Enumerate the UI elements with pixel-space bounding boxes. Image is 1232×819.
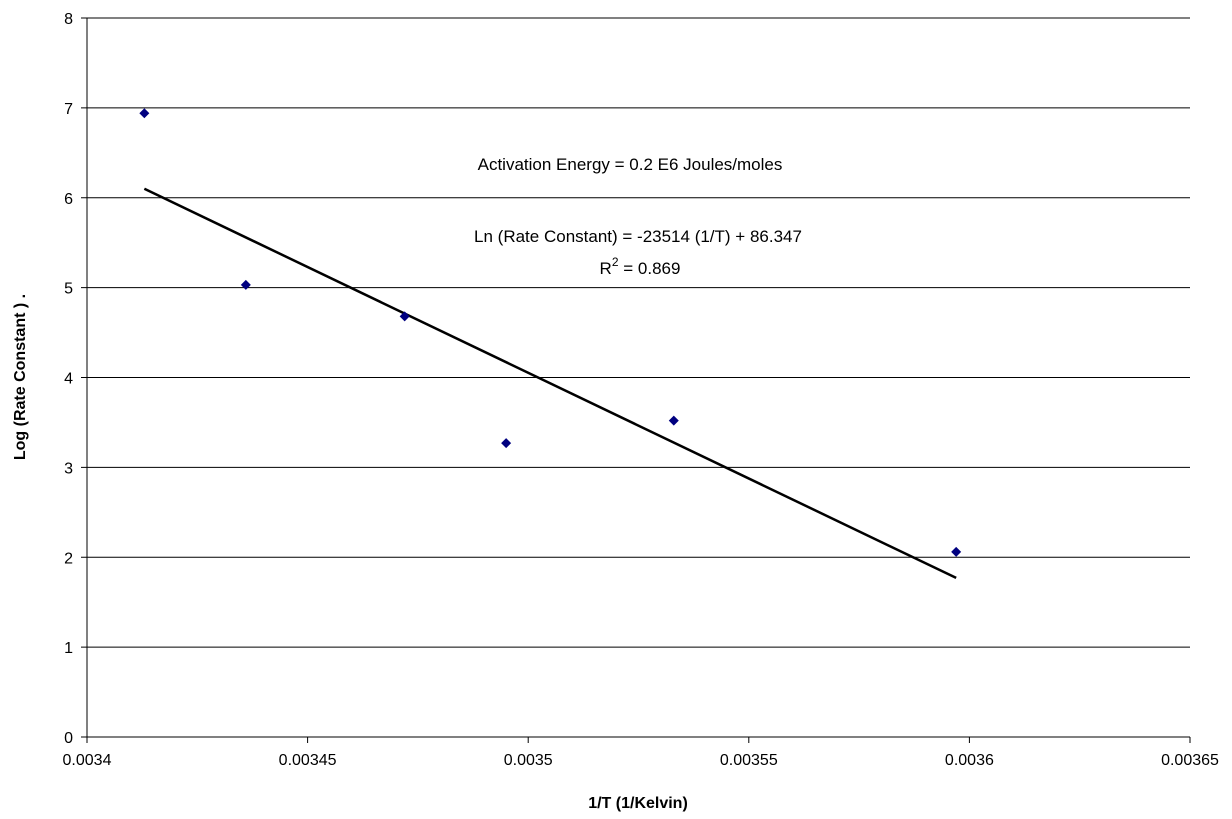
x-axis-ticks: 0.0034 0.00345 0.0035 0.00355 0.0036 0.00365: [63, 737, 1219, 769]
y-tick-label: 8: [64, 11, 73, 28]
y-axis-title: Log (Rate Constant ) .: [12, 294, 29, 460]
y-tick-label: 2: [64, 550, 73, 567]
x-tick-label: 0.0036: [945, 752, 994, 769]
trendline: [143, 187, 957, 580]
trendline-equation: Ln (Rate Constant) = -23514 (1/T) + 86.3…: [474, 227, 802, 246]
x-tick-label: 0.00345: [279, 752, 337, 769]
x-tick-label: 0.0035: [504, 752, 553, 769]
data-point: [951, 546, 962, 557]
y-tick-label: 6: [64, 191, 73, 208]
x-tick-label: 0.00365: [1161, 752, 1219, 769]
y-tick-label: 7: [64, 101, 73, 118]
data-point: [240, 279, 251, 290]
r-squared-annotation: R2 = 0.869: [600, 255, 681, 278]
r-squared-superscript: 2: [612, 255, 619, 269]
y-tick-label: 5: [64, 281, 73, 298]
y-tick-label: 0: [64, 730, 73, 747]
grid-lines: [87, 17, 1190, 648]
data-point: [668, 415, 679, 426]
y-tick-label: 3: [64, 460, 73, 477]
y-tick-label: 1: [64, 640, 73, 657]
data-points: [139, 108, 962, 557]
y-axis-ticks: 0 1 2 3 4 5 6 7 8: [64, 11, 87, 747]
x-tick-label: 0.00355: [720, 752, 778, 769]
data-point: [501, 438, 512, 449]
x-tick-label: 0.0034: [63, 752, 112, 769]
data-point: [139, 108, 150, 119]
r-squared-label: R: [600, 259, 612, 278]
data-point: [399, 311, 410, 322]
y-tick-label: 4: [64, 371, 73, 388]
activation-energy-annotation: Activation Energy = 0.2 E6 Joules/moles: [478, 155, 783, 174]
r-squared-value: = 0.869: [619, 259, 681, 278]
x-axis-title: 1/T (1/Kelvin): [588, 795, 688, 812]
